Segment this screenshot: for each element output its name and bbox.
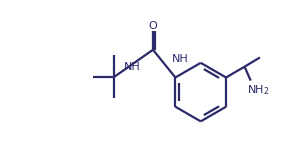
Text: NH: NH: [124, 62, 140, 73]
Text: NH: NH: [171, 54, 188, 64]
Text: O: O: [149, 21, 157, 31]
Text: NH$_2$: NH$_2$: [247, 83, 270, 97]
